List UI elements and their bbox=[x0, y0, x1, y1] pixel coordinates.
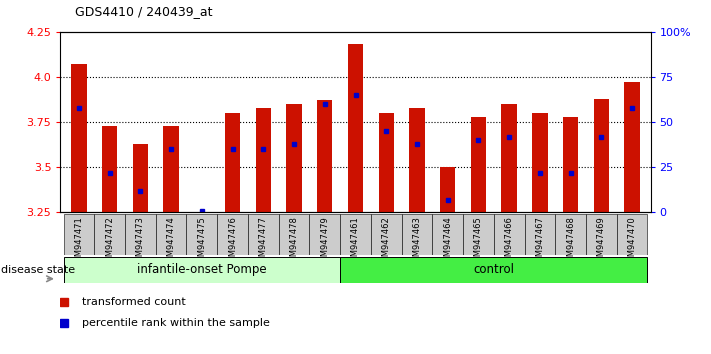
Text: GSM947465: GSM947465 bbox=[474, 216, 483, 267]
Text: GSM947463: GSM947463 bbox=[412, 216, 422, 267]
Text: control: control bbox=[474, 263, 514, 276]
Text: GSM947471: GSM947471 bbox=[75, 216, 83, 267]
Bar bbox=[340, 214, 371, 255]
Bar bbox=[71, 64, 87, 212]
Text: GSM947472: GSM947472 bbox=[105, 216, 114, 267]
Bar bbox=[348, 45, 363, 212]
Bar bbox=[309, 214, 340, 255]
Text: GSM947466: GSM947466 bbox=[505, 216, 513, 267]
Bar bbox=[317, 101, 333, 212]
Bar bbox=[164, 126, 178, 212]
Text: transformed count: transformed count bbox=[82, 297, 186, 307]
Bar bbox=[225, 113, 240, 212]
Bar bbox=[471, 117, 486, 212]
Bar bbox=[410, 108, 424, 212]
Bar bbox=[624, 82, 640, 212]
Bar bbox=[371, 214, 402, 255]
Text: percentile rank within the sample: percentile rank within the sample bbox=[82, 318, 269, 329]
Bar bbox=[432, 214, 463, 255]
Bar bbox=[402, 214, 432, 255]
Bar bbox=[156, 214, 186, 255]
Bar bbox=[525, 214, 555, 255]
Bar bbox=[125, 214, 156, 255]
Text: GSM947464: GSM947464 bbox=[443, 216, 452, 267]
Text: GSM947469: GSM947469 bbox=[597, 216, 606, 267]
Bar bbox=[563, 117, 578, 212]
Bar bbox=[279, 214, 309, 255]
Text: GSM947475: GSM947475 bbox=[198, 216, 206, 267]
Text: GSM947462: GSM947462 bbox=[382, 216, 391, 267]
Bar bbox=[440, 167, 455, 212]
Text: GSM947478: GSM947478 bbox=[289, 216, 299, 267]
Text: GSM947470: GSM947470 bbox=[628, 216, 636, 267]
Text: GSM947476: GSM947476 bbox=[228, 216, 237, 267]
Text: GSM947477: GSM947477 bbox=[259, 216, 268, 267]
Bar bbox=[586, 214, 616, 255]
Bar bbox=[248, 214, 279, 255]
Text: infantile-onset Pompe: infantile-onset Pompe bbox=[137, 263, 267, 276]
Bar bbox=[555, 214, 586, 255]
Text: GDS4410 / 240439_at: GDS4410 / 240439_at bbox=[75, 5, 212, 18]
Text: GSM947461: GSM947461 bbox=[351, 216, 360, 267]
Text: GSM947479: GSM947479 bbox=[320, 216, 329, 267]
Text: disease state: disease state bbox=[1, 265, 75, 275]
Bar bbox=[340, 257, 648, 283]
Bar bbox=[102, 126, 117, 212]
Text: GSM947468: GSM947468 bbox=[566, 216, 575, 267]
Bar bbox=[186, 214, 217, 255]
Text: GSM947467: GSM947467 bbox=[535, 216, 545, 267]
Bar bbox=[533, 113, 547, 212]
Bar bbox=[494, 214, 525, 255]
Bar bbox=[63, 257, 340, 283]
Bar bbox=[616, 214, 648, 255]
Text: GSM947474: GSM947474 bbox=[166, 216, 176, 267]
Bar bbox=[594, 99, 609, 212]
Bar bbox=[378, 113, 394, 212]
Bar bbox=[95, 214, 125, 255]
Bar bbox=[463, 214, 494, 255]
Bar bbox=[256, 108, 271, 212]
Bar bbox=[63, 214, 95, 255]
Bar bbox=[133, 144, 148, 212]
Bar bbox=[217, 214, 248, 255]
Text: GSM947473: GSM947473 bbox=[136, 216, 145, 267]
Bar bbox=[287, 104, 301, 212]
Bar bbox=[501, 104, 517, 212]
